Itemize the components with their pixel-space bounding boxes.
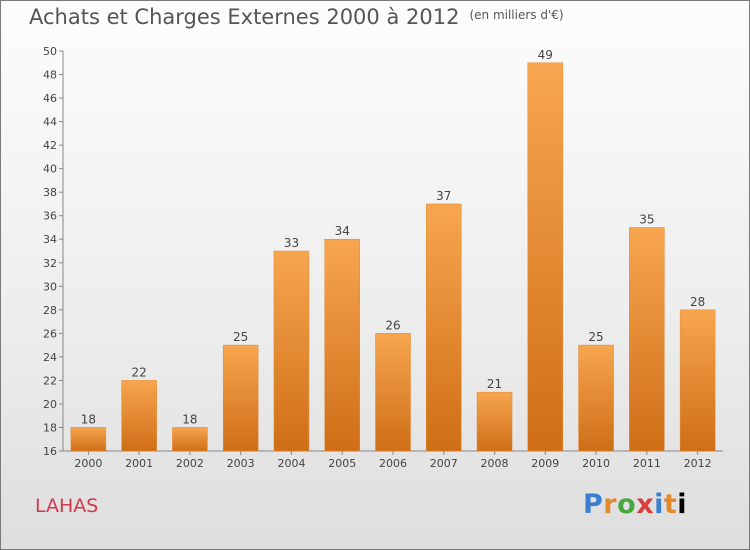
x-tick-label: 2010 — [582, 457, 610, 470]
value-label-2009: 49 — [538, 48, 553, 62]
y-tick-label: 24 — [43, 351, 57, 364]
value-label-2010: 25 — [588, 330, 603, 344]
y-tick-label: 48 — [43, 69, 57, 82]
bar-2001 — [121, 380, 157, 452]
y-tick-label: 34 — [43, 233, 57, 246]
bar-2009 — [527, 62, 564, 452]
x-tick-label: 2008 — [481, 457, 509, 470]
value-label-2006: 26 — [385, 318, 400, 332]
x-tick-label: 2001 — [125, 457, 153, 470]
x-tick-label: 2006 — [379, 457, 407, 470]
x-tick-label: 2000 — [74, 457, 102, 470]
y-tick-label: 46 — [43, 92, 57, 105]
bar-2012 — [679, 309, 716, 452]
x-tick-label: 2007 — [430, 457, 458, 470]
y-tick-label: 44 — [43, 116, 57, 129]
chart-axes: 16 18 20 22 24 26 28 30 32 34 36 38 40 42 44 46 48 50 2000… — [43, 45, 723, 470]
town-name: LAHAS — [35, 495, 99, 517]
value-label-2008: 21 — [487, 377, 502, 391]
bar-2008 — [476, 391, 513, 452]
y-tick-label: 16 — [43, 445, 57, 458]
y-tick-label: 20 — [43, 398, 57, 411]
x-tick-label: 2011 — [633, 457, 661, 470]
value-label-2001: 22 — [132, 365, 147, 379]
chart-value-labels: 18 22 18 25 33 34 26 37 21 49 25 35 28 — [81, 48, 706, 427]
chart-unit-note: (en milliers d'€) — [469, 8, 564, 22]
chart-title-text: Achats et Charges Externes 2000 à 2012 — [29, 5, 460, 29]
y-tick-label: 42 — [43, 139, 57, 152]
chart-bars — [70, 62, 716, 452]
value-label-2002: 18 — [182, 412, 197, 426]
value-label-2004: 33 — [284, 236, 299, 250]
value-label-2003: 25 — [233, 330, 248, 344]
y-tick-label: 38 — [43, 186, 57, 199]
value-label-2005: 34 — [335, 224, 350, 238]
y-tick-label: 18 — [43, 421, 57, 434]
value-label-2012: 28 — [690, 295, 705, 309]
value-label-2007: 37 — [436, 189, 451, 203]
y-tick-label: 40 — [43, 163, 57, 176]
value-label-2000: 18 — [81, 412, 96, 426]
y-tick-label: 28 — [43, 304, 57, 317]
value-label-2011: 35 — [639, 212, 654, 226]
bar-2010 — [578, 344, 614, 452]
bar-2011 — [629, 227, 665, 452]
proxiti-logo: Proxiti — [583, 489, 688, 520]
bar-2003 — [222, 344, 259, 452]
y-tick-label: 30 — [43, 280, 57, 293]
y-tick-label: 26 — [43, 327, 57, 340]
y-tick-label: 50 — [43, 45, 57, 58]
bar-2004 — [273, 250, 310, 452]
x-tick-label: 2012 — [684, 457, 712, 470]
x-tick-label: 2005 — [328, 457, 356, 470]
x-tick-label: 2002 — [176, 457, 204, 470]
y-tick-label: 22 — [43, 374, 57, 387]
bar-2006 — [375, 333, 411, 452]
x-tick-label: 2003 — [227, 457, 255, 470]
y-tick-label: 36 — [43, 210, 57, 223]
x-tick-label: 2004 — [277, 457, 305, 470]
chart-title: Achats et Charges Externes 2000 à 2012 (e… — [29, 5, 564, 29]
bar-2002 — [172, 427, 208, 452]
bar-2000 — [70, 427, 107, 452]
bar-2005 — [324, 238, 360, 452]
bar-2007 — [426, 203, 462, 452]
y-tick-label: 32 — [43, 257, 57, 270]
x-tick-label: 2009 — [531, 457, 559, 470]
